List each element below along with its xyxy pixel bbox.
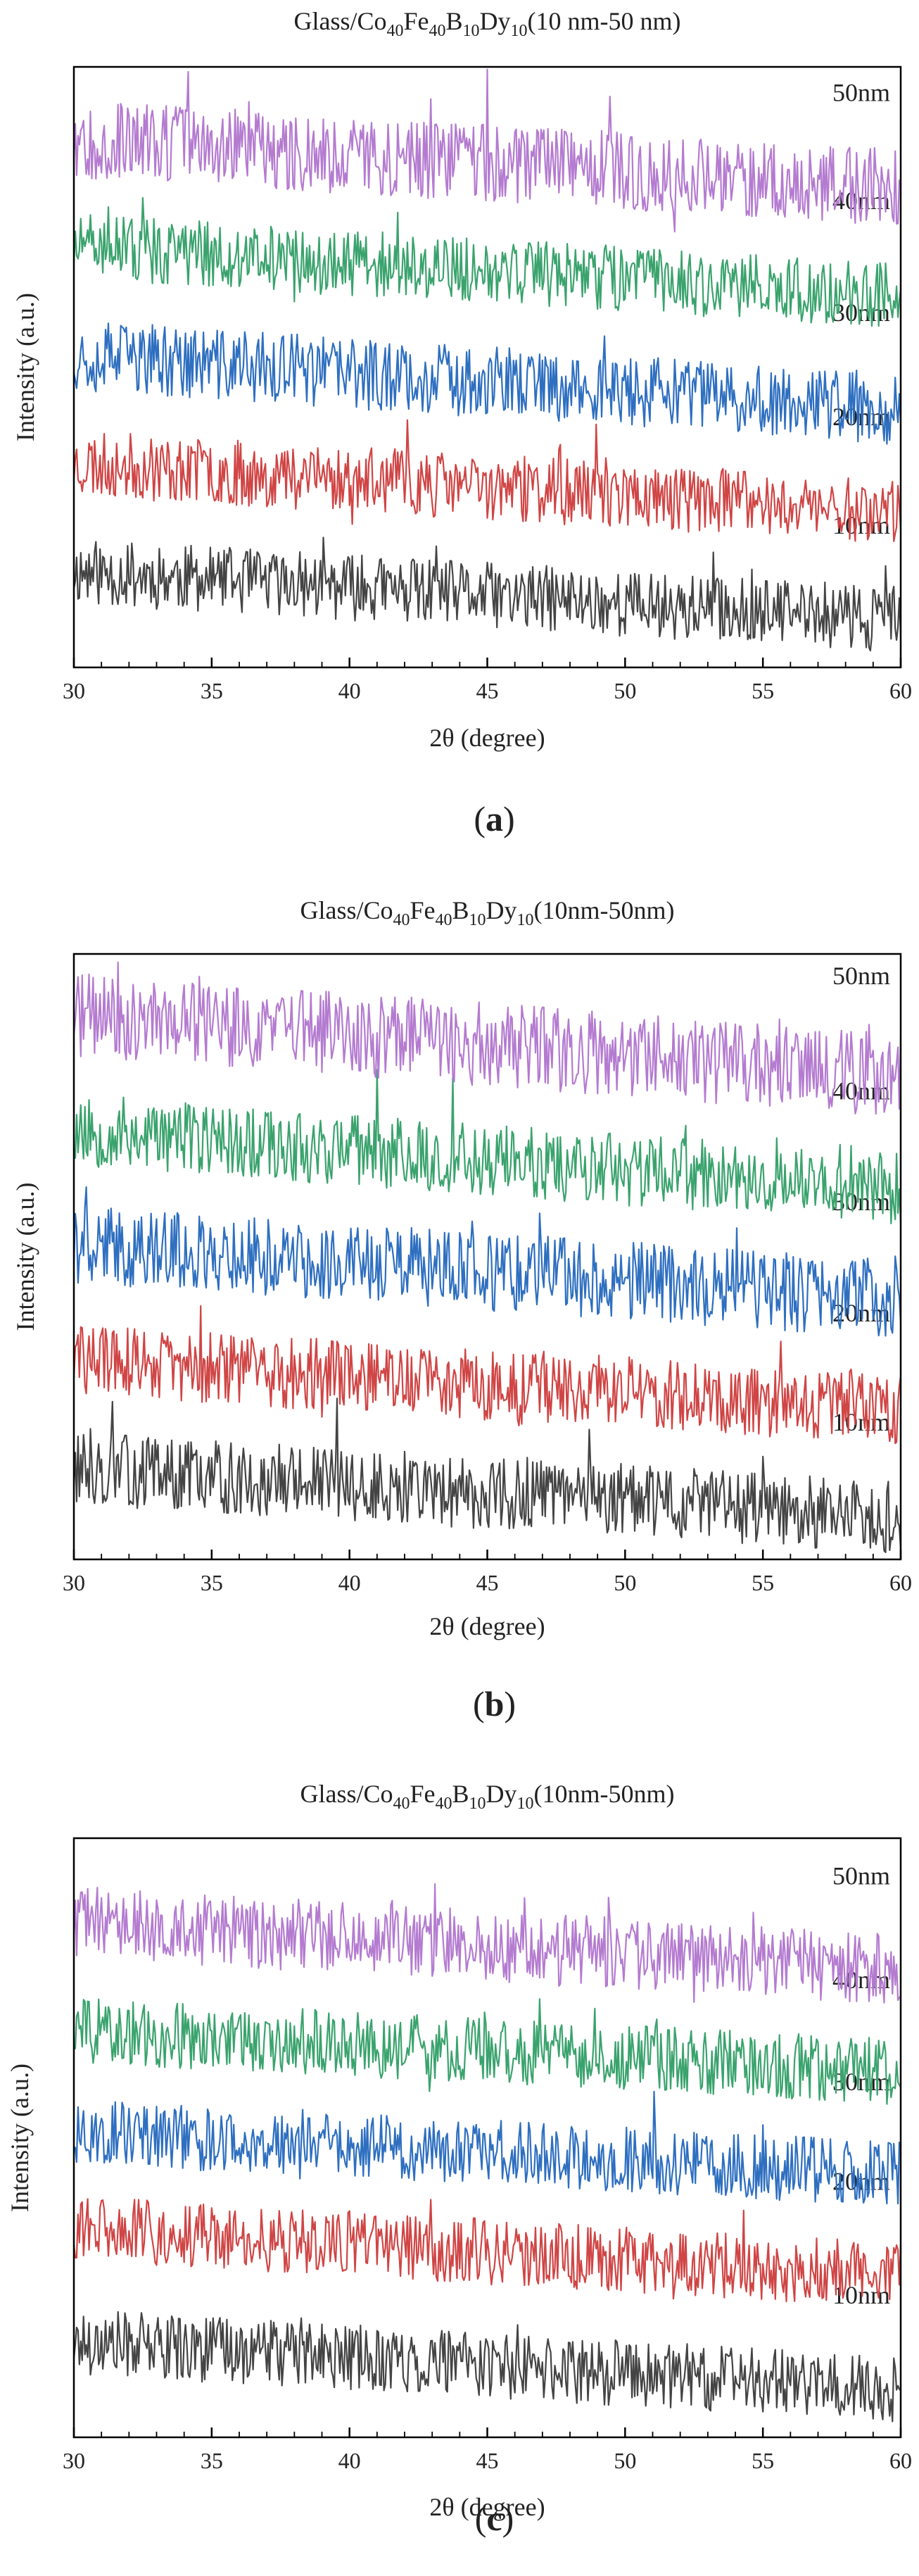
chart-panel-a: Glass/Co40Fe40B10Dy10(10 nm-50 nm)10nm20… bbox=[11, 7, 912, 838]
chart-title: Glass/Co40Fe40B10Dy10(10nm-50nm) bbox=[300, 896, 675, 929]
x-tick-label: 50 bbox=[614, 2448, 636, 2473]
chart-title: Glass/Co40Fe40B10Dy10(10nm-50nm) bbox=[300, 1780, 675, 1813]
x-tick-label: 60 bbox=[889, 2448, 912, 2473]
series-line-30nm bbox=[73, 2090, 902, 2205]
x-tick-label: 60 bbox=[889, 678, 912, 703]
series-label-40nm: 40nm bbox=[832, 1076, 890, 1105]
series-line-50nm bbox=[72, 68, 902, 233]
series-line-30nm bbox=[72, 322, 902, 445]
x-tick-label: 35 bbox=[201, 2448, 223, 2473]
series-line-50nm bbox=[72, 1883, 901, 2004]
x-tick-label: 35 bbox=[201, 678, 223, 703]
chart-panel-b: Glass/Co40Fe40B10Dy10(10nm-50nm)10nm20nm… bbox=[11, 896, 912, 1723]
series-line-10nm bbox=[72, 536, 902, 652]
chart-title: Glass/Co40Fe40B10Dy10(10 nm-50 nm) bbox=[294, 7, 681, 40]
x-tick-label: 45 bbox=[476, 678, 499, 703]
series-line-20nm bbox=[72, 419, 902, 542]
x-tick-label: 45 bbox=[476, 1570, 499, 1595]
x-tick-label: 55 bbox=[752, 678, 774, 703]
y-axis-label: Intensity (a.u.) bbox=[11, 293, 39, 441]
x-tick-label: 55 bbox=[752, 2448, 774, 2473]
x-tick-label: 30 bbox=[63, 1570, 85, 1595]
series-line-20nm bbox=[72, 1305, 902, 1445]
x-axis-label: 2θ (degree) bbox=[429, 1612, 545, 1640]
x-tick-label: 40 bbox=[338, 678, 361, 703]
x-tick-label: 40 bbox=[338, 1570, 361, 1595]
x-tick-label: 45 bbox=[476, 2448, 499, 2473]
x-tick-label: 50 bbox=[614, 1570, 636, 1595]
series-line-30nm bbox=[72, 1186, 902, 1337]
series-line-10nm bbox=[72, 1397, 902, 1553]
x-tick-label: 30 bbox=[63, 2448, 85, 2473]
series-label-50nm: 50nm bbox=[832, 1862, 890, 1890]
y-axis-label: Intensity (a.u.) bbox=[11, 1183, 39, 1331]
series-label-50nm: 50nm bbox=[832, 962, 890, 990]
x-tick-label: 35 bbox=[201, 1570, 223, 1595]
panel-caption: (c) bbox=[475, 2499, 514, 2538]
series-line-50nm bbox=[72, 961, 902, 1115]
series-line-40nm bbox=[72, 196, 902, 327]
x-tick-label: 40 bbox=[338, 2448, 361, 2473]
x-axis-label: 2θ (degree) bbox=[429, 2493, 545, 2521]
x-tick-label: 55 bbox=[752, 1570, 774, 1595]
x-axis-label: 2θ (degree) bbox=[429, 724, 545, 752]
x-tick-label: 30 bbox=[63, 678, 85, 703]
series-line-10nm bbox=[72, 2311, 901, 2423]
panel-caption: (b) bbox=[473, 1684, 516, 1723]
chart-panel-c: Glass/Co40Fe40B10Dy10(10nm-50nm)10nm20nm… bbox=[6, 1780, 912, 2538]
series-line-40nm bbox=[72, 1069, 902, 1224]
x-tick-label: 50 bbox=[614, 678, 636, 703]
y-axis-label: Intensity (a.u.) bbox=[6, 2063, 34, 2212]
series-label-50nm: 50nm bbox=[832, 79, 890, 107]
x-tick-label: 60 bbox=[889, 1570, 912, 1595]
panel-caption: (a) bbox=[474, 799, 514, 838]
series-line-40nm bbox=[73, 1998, 901, 2105]
series-line-20nm bbox=[72, 2198, 902, 2303]
